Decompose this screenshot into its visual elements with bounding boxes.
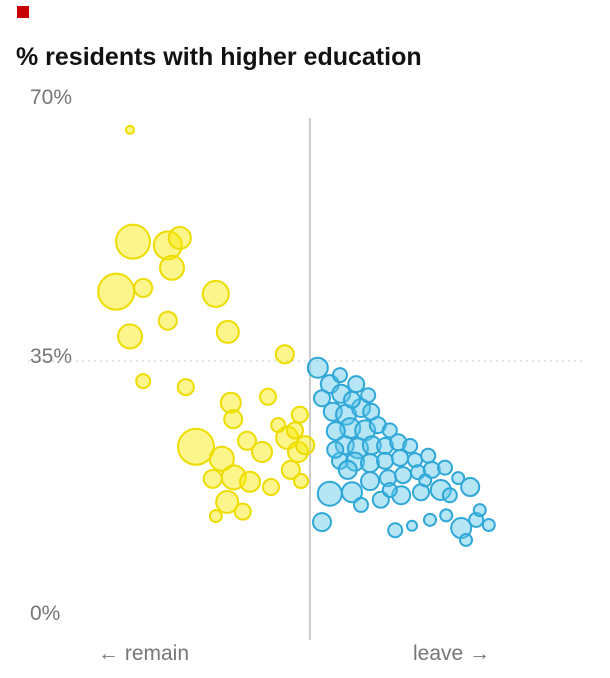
bubble-remain [115, 223, 151, 260]
bubble-remain [208, 445, 235, 472]
bubble-remain [208, 509, 223, 524]
bubble-leave [472, 503, 487, 518]
bubble-leave [343, 390, 361, 409]
bubble-leave [423, 512, 437, 527]
bubble-remain [295, 435, 316, 456]
bubble-remain [167, 225, 192, 250]
bubble-remain [286, 421, 304, 440]
bubble-remain [97, 272, 136, 311]
bubble-leave [331, 383, 352, 404]
bubble-leave [325, 421, 346, 442]
y-tick-70: 70% [30, 86, 73, 109]
bubble-leave [332, 367, 348, 384]
bubble-leave [420, 447, 437, 464]
bubble-remain [293, 473, 309, 490]
bubble-leave [360, 471, 380, 492]
bubble-remain [270, 417, 287, 434]
brand-mark [17, 6, 29, 18]
bubble-remain [177, 427, 215, 466]
series-remain [97, 124, 316, 524]
bubble-leave [322, 401, 343, 422]
bubble-remain [215, 489, 240, 514]
bubble-leave [451, 471, 466, 486]
bubble-leave [406, 519, 418, 532]
bubble-remain [233, 502, 252, 521]
bubble-leave [439, 508, 454, 523]
bubble-remain [274, 344, 295, 365]
bubble-leave [391, 448, 409, 467]
y-tick-35: 35% [30, 345, 73, 368]
bubble-remain [259, 387, 277, 406]
bubble-remain [237, 430, 257, 451]
x-label-remain: ← remain [98, 642, 190, 665]
bubble-leave [441, 487, 458, 504]
bubble-remain [133, 277, 154, 298]
bubble-remain [290, 405, 309, 424]
bubble-leave [381, 482, 398, 499]
bubble-leave [316, 480, 343, 507]
bubble-leave [381, 422, 398, 439]
bubble-leave [459, 532, 473, 547]
bubble-remain [280, 459, 301, 480]
bubble-remain [251, 440, 273, 463]
bubble-leave [326, 440, 345, 459]
series-leave [306, 356, 496, 547]
bubble-remain [117, 323, 143, 350]
bubble-leave [347, 375, 366, 394]
bubble-remain [215, 319, 240, 344]
bubble-remain [157, 310, 178, 331]
bubble-leave [387, 522, 404, 539]
bubble-leave [312, 512, 332, 533]
bubble-leave [353, 496, 369, 513]
bubble-remain [201, 279, 230, 308]
bubble-leave [341, 481, 363, 504]
bubble-remain [152, 230, 183, 261]
bubble-remain [262, 478, 280, 497]
x-label-leave: leave → [413, 642, 491, 665]
bubble-remain [219, 391, 242, 414]
chart-title: % residents with higher education [16, 42, 422, 71]
bubble-leave [394, 466, 412, 485]
bubble-leave [306, 356, 329, 379]
bubble-remain [223, 409, 244, 430]
bubble-leave [429, 479, 452, 502]
bubble-remain [202, 468, 223, 489]
bubble-leave [460, 477, 481, 498]
bubble-leave [313, 389, 331, 408]
bubble-leave [376, 437, 394, 456]
bubble-remain [125, 124, 135, 135]
bubble-remain [159, 254, 185, 281]
bubble-remain [239, 470, 261, 493]
bubble-leave [437, 459, 453, 476]
bubble-remain [176, 378, 195, 397]
bubble-leave [402, 438, 419, 455]
bubble-leave [337, 459, 358, 480]
bubble-leave [360, 387, 377, 404]
bubble-leave [376, 451, 394, 470]
bubble-leave [418, 473, 433, 488]
bubble-leave [481, 518, 496, 533]
bubble-remain [135, 373, 152, 390]
y-tick-0: 0% [30, 602, 61, 625]
